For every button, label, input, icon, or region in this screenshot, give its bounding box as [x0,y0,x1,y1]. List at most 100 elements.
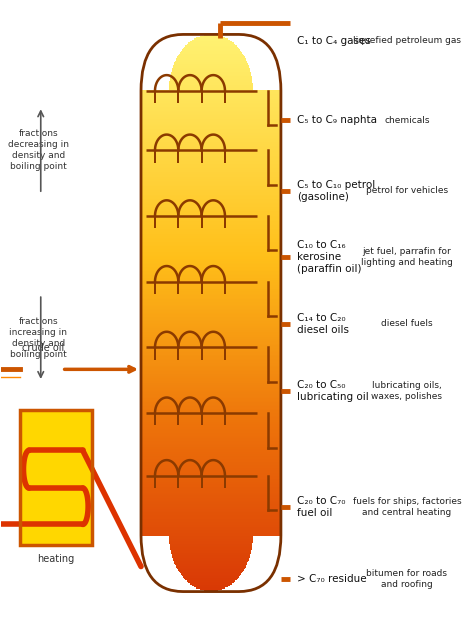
Bar [174,562,247,564]
Bar [141,137,281,139]
Bar [141,192,281,193]
Bar [141,141,281,143]
Bar [141,262,281,264]
Bar [188,43,234,44]
Bar [141,300,281,302]
Bar [141,526,281,528]
Bar [141,385,281,387]
Bar [141,297,281,299]
Bar [141,175,281,177]
Text: bitumen for roads
and roofing: bitumen for roads and roofing [366,569,447,589]
Text: fuels for ships, factories
and central heating: fuels for ships, factories and central h… [353,497,461,517]
Bar [141,396,281,398]
Text: > C₇₀ residue: > C₇₀ residue [297,574,367,584]
Bar [141,366,281,367]
Text: heating: heating [37,554,74,564]
Bar [173,559,248,561]
Bar [141,462,281,463]
Bar [141,431,281,433]
Bar [141,261,281,263]
Bar [170,548,252,550]
Bar [141,215,281,217]
Bar [141,349,281,351]
Bar [141,212,281,214]
Bar [171,72,251,73]
Bar [191,584,230,586]
Bar [141,531,281,533]
Bar [141,239,281,240]
Bar [141,411,281,413]
Bar [141,371,281,373]
Bar [141,197,281,199]
Bar [179,570,243,572]
Bar [177,56,245,58]
Bar [141,172,281,174]
Bar [181,51,241,53]
Bar [141,521,281,523]
Bar [191,39,230,41]
Bar [141,151,281,153]
Bar [141,341,281,342]
Bar [141,357,281,359]
Bar [141,367,281,369]
Bar [141,293,281,295]
Bar [171,550,251,551]
Bar [141,284,281,285]
Bar [141,439,281,441]
Bar [141,194,281,196]
Bar [141,485,281,487]
Bar [141,417,281,419]
Bar [181,573,241,575]
Bar [174,561,248,562]
Bar [141,119,281,121]
Bar [171,73,251,75]
Bar [141,138,281,140]
Bar [141,502,281,504]
Bar [141,203,281,204]
Text: C₅ to C₁₀ petrol
(gasoline): C₅ to C₁₀ petrol (gasoline) [297,180,375,202]
Bar [141,401,281,402]
Bar [141,515,281,516]
Bar [141,527,281,529]
Bar [141,253,281,255]
Bar [185,578,237,580]
Bar [141,352,281,354]
Bar [141,449,281,451]
Bar [141,354,281,356]
Bar [141,428,281,430]
Text: diesel fuels: diesel fuels [381,319,433,328]
Bar [141,487,281,488]
Bar [141,244,281,246]
Bar [141,252,281,253]
Bar [141,101,281,103]
Bar [183,48,239,49]
Bar [141,494,281,495]
Bar [141,305,281,307]
Bar [141,509,281,511]
Bar [141,183,281,185]
Bar [141,246,281,247]
Bar [141,376,281,377]
Bar [190,583,232,585]
Bar [141,456,281,458]
Bar [141,161,281,163]
Bar [141,217,281,218]
Bar [141,409,281,411]
Bar [177,568,245,569]
Bar [141,444,281,445]
Bar [141,140,281,141]
Bar [170,545,252,547]
Bar [173,64,248,66]
Bar [141,171,281,172]
Bar [173,557,249,558]
Bar [141,289,281,290]
Bar [141,523,281,525]
Bar [141,257,281,259]
Bar [170,76,252,78]
Bar [141,491,281,493]
Bar [141,129,281,131]
Bar [169,536,253,537]
Bar [176,566,246,568]
Bar [141,377,281,379]
Bar [141,188,281,190]
